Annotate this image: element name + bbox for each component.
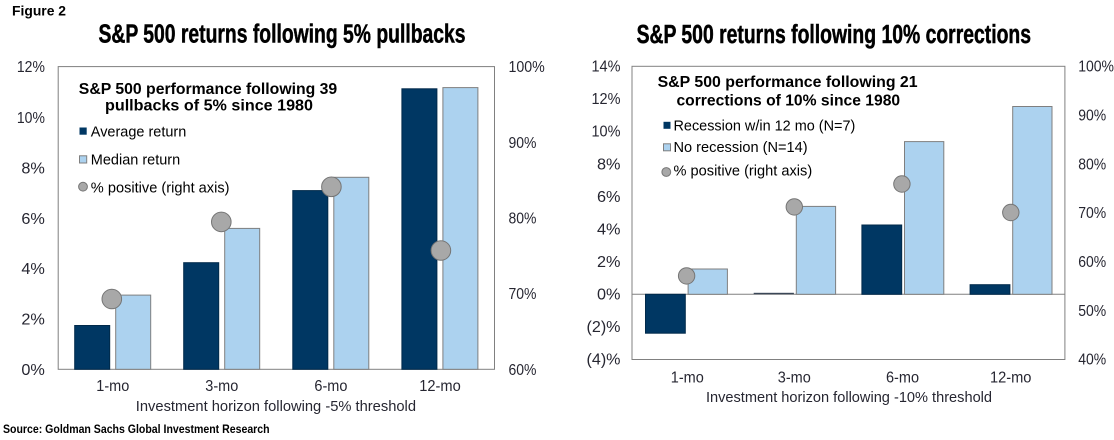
svg-text:2%: 2% xyxy=(597,254,621,271)
svg-text:0%: 0% xyxy=(597,287,621,304)
svg-text:8%: 8% xyxy=(21,160,45,177)
svg-text:12-mo: 12-mo xyxy=(990,369,1032,386)
svg-text:100%: 100% xyxy=(1078,59,1114,76)
svg-text:10%: 10% xyxy=(592,124,621,141)
svg-text:corrections of 10% since 1980: corrections of 10% since 1980 xyxy=(676,92,900,109)
svg-text:Investment horizon following -: Investment horizon following -5% thresho… xyxy=(136,398,416,415)
svg-text:Recession w/in 12 mo (N=7): Recession w/in 12 mo (N=7) xyxy=(674,118,856,134)
svg-text:8%: 8% xyxy=(597,156,621,173)
svg-text:70%: 70% xyxy=(509,286,537,303)
svg-text:60%: 60% xyxy=(509,362,537,379)
svg-text:S&P 500 returns following 10%: S&P 500 returns following 10% correction… xyxy=(637,21,1031,49)
svg-text:100%: 100% xyxy=(509,59,545,76)
svg-text:6-mo: 6-mo xyxy=(886,369,919,386)
svg-text:6%: 6% xyxy=(597,189,621,206)
svg-text:4%: 4% xyxy=(21,261,45,278)
svg-text:60%: 60% xyxy=(1078,254,1106,271)
svg-text:12%: 12% xyxy=(17,59,45,76)
svg-text:Median return: Median return xyxy=(91,152,180,168)
svg-text:2%: 2% xyxy=(21,312,45,329)
svg-text:10%: 10% xyxy=(17,110,45,127)
svg-text:Figure 2: Figure 2 xyxy=(12,3,66,19)
svg-text:0%: 0% xyxy=(21,362,45,379)
svg-text:pullbacks of 5% since 1980: pullbacks of 5% since 1980 xyxy=(105,98,313,115)
svg-text:1-mo: 1-mo xyxy=(671,369,704,386)
svg-text:3-mo: 3-mo xyxy=(778,369,811,386)
svg-text:80%: 80% xyxy=(1078,156,1106,173)
svg-text:Average return: Average return xyxy=(91,124,187,140)
svg-text:Source: Goldman Sachs Global I: Source: Goldman Sachs Global Investment … xyxy=(3,424,270,436)
svg-text:4%: 4% xyxy=(597,221,621,238)
svg-text:6%: 6% xyxy=(21,211,45,228)
svg-text:40%: 40% xyxy=(1078,352,1106,369)
svg-text:S&P 500 performance following: S&P 500 performance following 39 xyxy=(79,81,337,98)
svg-text:% positive (right axis): % positive (right axis) xyxy=(674,164,813,180)
svg-text:Investment horizon following -: Investment horizon following -10% thresh… xyxy=(706,389,992,406)
svg-text:70%: 70% xyxy=(1078,205,1106,222)
svg-text:12%: 12% xyxy=(592,91,621,108)
svg-text:S&P 500 returns following 5% p: S&P 500 returns following 5% pullbacks xyxy=(99,21,466,49)
svg-text:(2)%: (2)% xyxy=(587,319,621,336)
svg-text:80%: 80% xyxy=(509,210,537,227)
svg-text:6-mo: 6-mo xyxy=(314,378,347,395)
svg-text:12-mo: 12-mo xyxy=(419,378,461,395)
svg-text:No recession (N=14): No recession (N=14) xyxy=(674,140,808,156)
svg-text:S&P 500 performance following: S&P 500 performance following 21 xyxy=(658,74,918,91)
svg-text:3-mo: 3-mo xyxy=(205,378,238,395)
svg-text:90%: 90% xyxy=(1078,107,1106,124)
svg-text:1-mo: 1-mo xyxy=(96,378,129,395)
svg-text:90%: 90% xyxy=(509,135,537,152)
svg-text:50%: 50% xyxy=(1078,303,1106,320)
svg-text:14%: 14% xyxy=(592,59,621,76)
svg-text:% positive (right axis): % positive (right axis) xyxy=(91,180,230,196)
svg-text:(4)%: (4)% xyxy=(587,352,621,369)
